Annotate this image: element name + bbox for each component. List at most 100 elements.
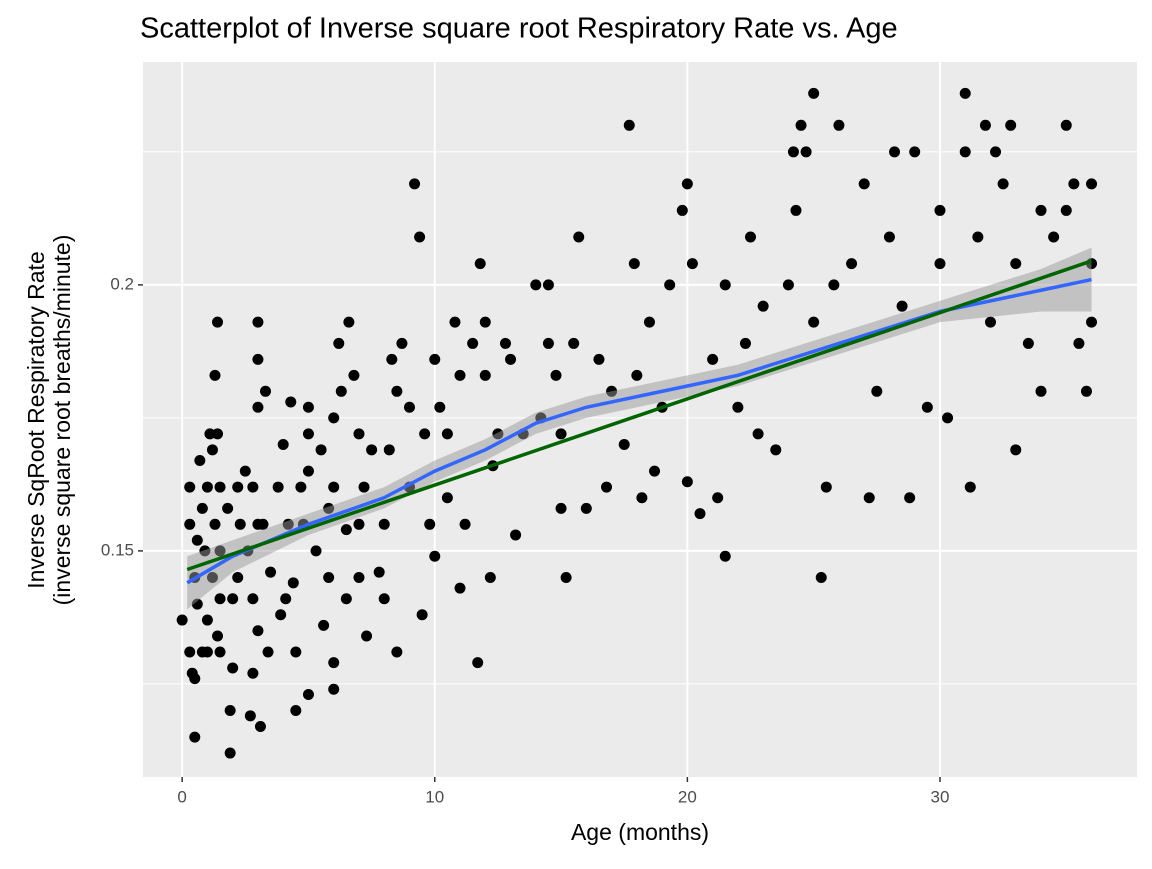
point	[790, 204, 802, 216]
point	[542, 337, 554, 349]
point	[984, 316, 996, 328]
point	[752, 428, 764, 440]
point	[254, 720, 266, 732]
point	[310, 545, 322, 557]
point	[227, 593, 239, 605]
point	[275, 609, 287, 621]
point	[770, 444, 782, 456]
point	[247, 667, 259, 679]
point	[328, 657, 340, 669]
point	[212, 428, 224, 440]
point	[846, 258, 858, 270]
point	[227, 662, 239, 674]
point	[833, 119, 845, 131]
point	[206, 444, 218, 456]
point	[222, 502, 234, 514]
point	[224, 747, 236, 759]
point	[302, 428, 314, 440]
point	[681, 476, 693, 488]
point	[694, 508, 706, 520]
point	[201, 481, 213, 493]
point	[636, 492, 648, 504]
point	[247, 593, 259, 605]
point	[343, 316, 355, 328]
point	[530, 279, 542, 291]
point	[434, 401, 446, 413]
point	[302, 401, 314, 413]
point	[333, 337, 345, 349]
point	[580, 502, 592, 514]
point	[239, 465, 251, 477]
point	[808, 316, 820, 328]
point	[396, 337, 408, 349]
point	[863, 492, 875, 504]
point	[191, 534, 203, 546]
point	[378, 518, 390, 530]
point	[214, 646, 226, 658]
point	[1060, 119, 1072, 131]
point	[328, 412, 340, 424]
point	[1086, 178, 1098, 190]
point	[424, 518, 436, 530]
point	[252, 401, 264, 413]
point	[409, 178, 421, 190]
point	[1073, 337, 1085, 349]
x-tick-label: 10	[425, 787, 444, 806]
point	[959, 146, 971, 158]
point	[623, 119, 635, 131]
point	[904, 492, 916, 504]
point	[1010, 444, 1022, 456]
point	[383, 444, 395, 456]
point	[290, 705, 302, 717]
point	[979, 119, 991, 131]
point	[358, 481, 370, 493]
point	[378, 593, 390, 605]
point	[287, 577, 299, 589]
point	[1035, 204, 1047, 216]
point	[265, 566, 277, 578]
point	[290, 646, 302, 658]
y-axis-title: (inverse square root breaths/minute)	[49, 235, 75, 606]
point	[649, 465, 661, 477]
point	[921, 401, 933, 413]
point	[479, 316, 491, 328]
point	[1080, 385, 1092, 397]
point	[285, 396, 297, 408]
point	[318, 619, 330, 631]
point	[997, 178, 1009, 190]
point	[628, 258, 640, 270]
y-tick-label: 0.2	[110, 274, 134, 293]
point	[732, 401, 744, 413]
point	[353, 572, 365, 584]
x-axis-title: Age (months)	[571, 819, 709, 845]
point	[1010, 258, 1022, 270]
point	[234, 518, 246, 530]
point	[888, 146, 900, 158]
point	[302, 689, 314, 701]
point	[176, 614, 188, 626]
point	[232, 481, 244, 493]
point	[252, 625, 264, 637]
point	[883, 231, 895, 243]
point	[204, 428, 216, 440]
y-axis-title: Inverse SqRoot Respiratory Rate	[23, 251, 49, 589]
point	[896, 300, 908, 312]
point	[189, 673, 201, 685]
point	[295, 481, 307, 493]
point	[909, 146, 921, 158]
point	[828, 279, 840, 291]
point	[510, 529, 522, 541]
point	[474, 258, 486, 270]
point	[467, 337, 479, 349]
point	[373, 566, 385, 578]
point	[1060, 204, 1072, 216]
point	[454, 369, 466, 381]
point	[719, 550, 731, 562]
point	[676, 204, 688, 216]
point	[232, 572, 244, 584]
point	[934, 204, 946, 216]
point	[196, 502, 208, 514]
point	[262, 646, 274, 658]
x-tick-label: 20	[678, 787, 697, 806]
point	[184, 518, 196, 530]
